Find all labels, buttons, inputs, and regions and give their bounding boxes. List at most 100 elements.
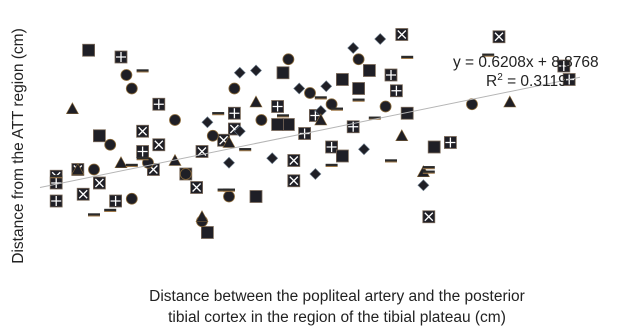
- data-point-filled-square: [200, 226, 214, 239]
- data-point-filled-square-plus: [384, 68, 398, 82]
- r-squared-value: = 0.3119: [503, 73, 567, 90]
- data-point-dash: [239, 148, 252, 152]
- data-point-diamond: [347, 42, 360, 54]
- data-point-filled-square: [281, 118, 295, 131]
- data-point-triangle: [65, 102, 79, 115]
- data-point-filled-square: [276, 66, 290, 80]
- trendline: [39, 76, 581, 188]
- data-point-circle: [379, 100, 392, 113]
- data-point-filled-square: [93, 129, 106, 143]
- data-point-filled-square: [335, 73, 349, 86]
- data-point-filled-square-plus: [114, 50, 128, 64]
- data-point-dash: [223, 188, 235, 192]
- data-point-filled-square-plus: [557, 59, 571, 73]
- data-point-dash: [331, 107, 343, 111]
- data-point-filled-square-plus: [443, 136, 457, 149]
- data-point-circle: [125, 192, 138, 205]
- data-point-filled-square-plus: [136, 145, 150, 158]
- data-point-filled-square-plus: [227, 106, 241, 120]
- data-point-filled-square: [352, 82, 366, 95]
- data-point-dash: [325, 163, 338, 167]
- data-point-diamond: [233, 125, 246, 138]
- data-point-filled-square-x: [287, 174, 301, 188]
- data-point-filled-square-x: [195, 145, 209, 158]
- data-point-triangle: [503, 95, 517, 108]
- data-point-filled-square-plus: [49, 194, 63, 208]
- data-point-diamond: [374, 33, 387, 45]
- data-point-circle: [169, 114, 181, 126]
- data-point-triangle: [114, 156, 128, 169]
- data-point-filled-square: [362, 64, 376, 77]
- data-point-filled-square-x: [287, 154, 301, 167]
- data-point-filled-square-x: [136, 124, 150, 138]
- trendline-equation: y = 0.6208x + 8.8768: [453, 54, 599, 71]
- data-point-filled-square-x: [93, 176, 106, 190]
- data-point-circle: [466, 98, 478, 111]
- data-point-diamond: [201, 116, 214, 129]
- data-point-dash: [104, 208, 117, 212]
- data-point-circle: [228, 82, 241, 95]
- data-point-diamond: [233, 66, 246, 79]
- data-point-triangle: [195, 210, 209, 223]
- data-point-triangle: [71, 162, 85, 175]
- data-point-dash: [136, 69, 149, 73]
- data-point-diamond: [250, 64, 262, 77]
- data-point-diamond: [320, 80, 333, 93]
- data-point-filled-square-x: [422, 210, 436, 224]
- y-axis-title: Distance from the ATT region (cm): [10, 28, 27, 263]
- r-squared-superscript: 2: [497, 72, 503, 83]
- data-point-filled-square-plus: [109, 194, 122, 208]
- data-point-filled-square-plus: [271, 100, 285, 113]
- data-point-circle: [104, 138, 117, 151]
- data-point-circle: [352, 53, 365, 66]
- data-point-circle: [282, 53, 295, 66]
- data-point-filled-square: [249, 190, 263, 203]
- data-point-diamond: [358, 143, 370, 156]
- data-point-filled-square-plus: [389, 84, 403, 98]
- data-point-dash: [422, 170, 435, 174]
- data-point-diamond: [309, 168, 322, 180]
- data-point-circle: [223, 190, 235, 203]
- data-point-triangle: [249, 95, 263, 108]
- data-point-diamond: [266, 152, 279, 165]
- data-point-filled-square-plus: [152, 97, 166, 111]
- data-point-dash: [422, 166, 435, 170]
- data-point-dash: [50, 175, 63, 179]
- data-point-diamond: [293, 82, 306, 95]
- data-point-filled-square-x: [190, 181, 204, 194]
- r-squared-prefix: R: [486, 73, 497, 90]
- data-point-triangle: [395, 129, 409, 142]
- data-point-filled-square-x: [492, 30, 506, 44]
- data-point-dash: [212, 112, 225, 116]
- data-point-circle: [255, 114, 268, 126]
- data-point-filled-square-x: [76, 187, 90, 201]
- data-point-circle: [88, 163, 100, 176]
- data-point-dash: [401, 55, 414, 59]
- data-point-filled-square: [271, 118, 285, 131]
- data-point-circle: [304, 87, 316, 99]
- data-point-circle: [179, 168, 192, 180]
- x-axis-title-line-1: Distance between the popliteal artery an…: [149, 288, 525, 305]
- data-point-dash: [88, 213, 100, 217]
- data-point-dash: [482, 53, 495, 57]
- data-point-dash: [136, 157, 149, 161]
- data-point-filled-square: [82, 43, 95, 57]
- data-point-filled-square: [427, 140, 441, 154]
- r-squared-label: R2 = 0.3119: [486, 72, 567, 90]
- data-point-dash: [352, 98, 365, 102]
- data-point-triangle: [222, 135, 236, 148]
- data-point-filled-square-x: [395, 28, 409, 41]
- data-point-circle: [125, 82, 138, 95]
- x-axis-title-line-2: tibial cortex in the region of the tibia…: [168, 309, 506, 326]
- data-point-dash: [277, 114, 289, 118]
- data-point-circle: [206, 129, 219, 142]
- marks-layer: [49, 28, 576, 239]
- data-point-diamond: [417, 179, 430, 192]
- data-point-filled-square-plus: [325, 140, 339, 154]
- data-point-circle: [120, 69, 133, 81]
- data-point-filled-square-x: [152, 138, 166, 152]
- data-point-filled-square: [335, 149, 349, 163]
- data-point-triangle: [314, 113, 328, 126]
